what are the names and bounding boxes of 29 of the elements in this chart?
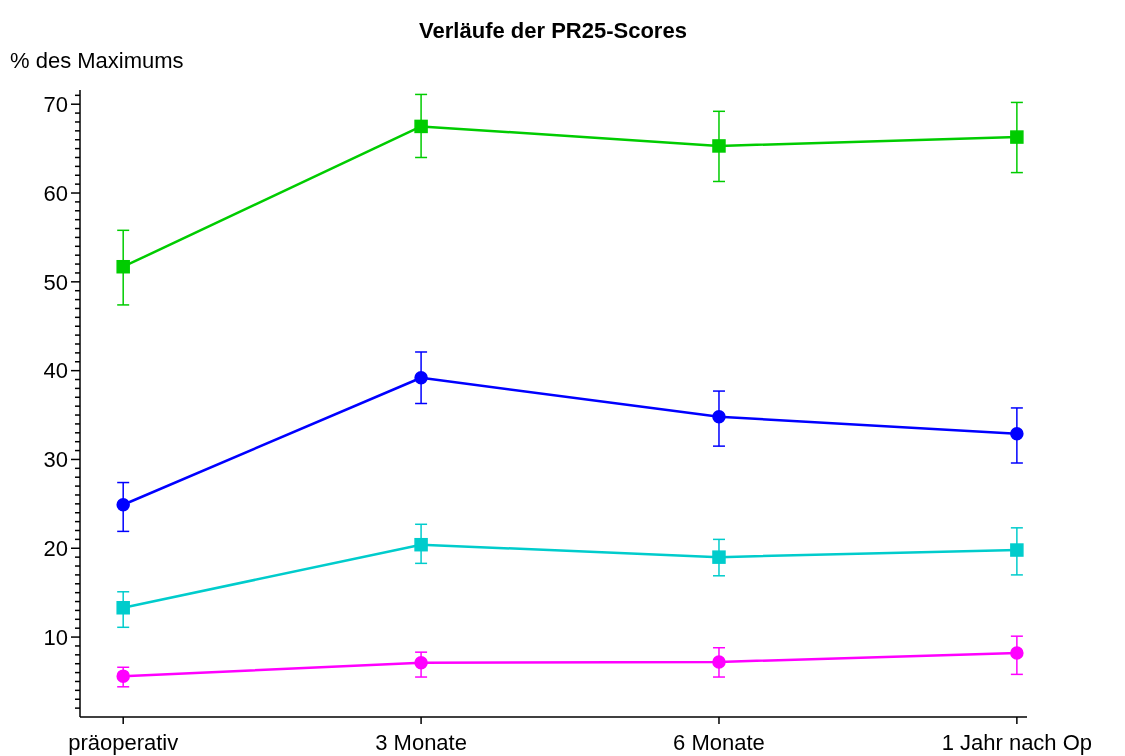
point (414, 537, 428, 552)
point (1010, 426, 1024, 441)
y-tick-label: 10 (43, 624, 68, 650)
x-tick-label: 6 Monate (673, 730, 765, 755)
y-tick-label: 70 (43, 91, 68, 117)
y-tick-label: 40 (43, 358, 68, 384)
point (712, 655, 726, 669)
point (414, 656, 428, 670)
x-tick-label: 1 Jahr nach Op (941, 730, 1093, 755)
x-tick-label: 3 Monate (375, 730, 467, 755)
x-tick-label: präoperativ (68, 730, 179, 755)
point (116, 601, 130, 615)
y-tick-label: 30 (43, 447, 68, 473)
chart-title: Verläufe der PR25-Scores (419, 18, 687, 43)
point (1010, 130, 1024, 144)
y-tick-label: 20 (43, 535, 68, 561)
point (712, 139, 726, 153)
point (1010, 646, 1024, 660)
y-tick-label: 60 (43, 180, 68, 206)
point (712, 410, 726, 424)
point (414, 371, 428, 385)
point (712, 550, 726, 564)
y-tick-label: 50 (43, 269, 68, 295)
point (116, 669, 130, 683)
point (116, 497, 130, 512)
point (116, 259, 130, 274)
y-axis-title: % des Maximums (10, 48, 184, 73)
point (1010, 543, 1024, 557)
point (414, 119, 428, 134)
